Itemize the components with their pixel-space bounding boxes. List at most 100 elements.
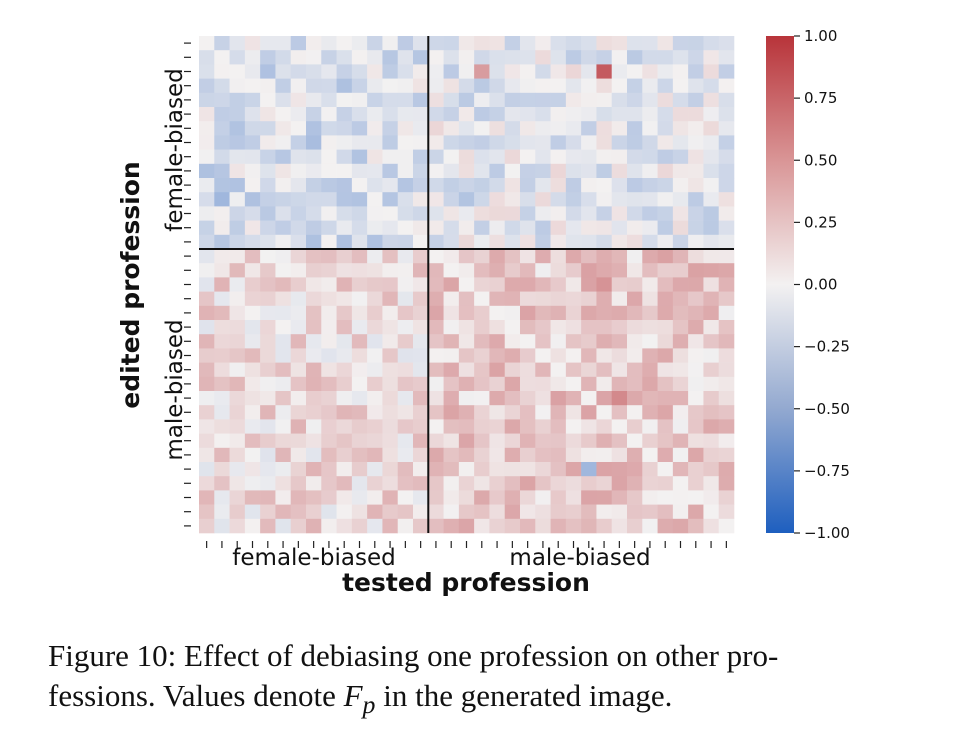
heatmap-cell [581,476,597,491]
heatmap-cell [672,419,689,434]
heatmap-cell [474,518,490,534]
heatmap-cell [397,263,414,278]
heatmap-cell [367,206,383,221]
heatmap-cell [229,178,246,193]
heatmap-cell [351,178,368,193]
heatmap-cell [351,376,368,392]
heatmap-cell [260,192,276,207]
heatmap-cell [672,149,689,165]
heatmap-cell [458,490,475,505]
heatmap-cell [397,291,414,307]
heatmap-cell [382,107,399,122]
heatmap-cell [290,504,307,520]
heatmap-cell [535,78,551,94]
heatmap-cell [520,419,536,434]
heatmap-cell [718,92,735,108]
heatmap-cell [397,149,414,165]
heatmap-cell [214,320,230,335]
heatmap-cell [458,178,475,193]
heatmap-cell [290,291,307,307]
heatmap-cell [397,220,414,236]
heatmap-cell [321,405,337,420]
caption-line2-start: fessions. Values denote [48,678,344,713]
heatmap-cell [413,263,429,278]
heatmap-cell [413,192,429,207]
heatmap-cell [290,405,307,420]
heatmap-cell [489,78,506,94]
heatmap-cell [581,447,597,463]
heatmap-cell [199,192,215,207]
heatmap-cell [688,462,704,477]
heatmap-cell [214,419,230,434]
heatmap-cell [581,50,597,65]
heatmap-cell [642,504,658,520]
heatmap-cell [199,249,215,264]
heatmap-cell [275,305,292,321]
heatmap-cell [336,36,353,51]
heatmap-cell [688,163,704,179]
heatmap-cell [688,220,704,236]
heatmap-cell [290,234,307,250]
heatmap-cell [397,419,414,434]
heatmap-cell [351,263,368,278]
heatmap-cell [718,362,735,378]
heatmap-cell [474,135,490,150]
heatmap-cell [214,234,230,250]
heatmap-cell [275,419,292,434]
heatmap-cell [351,135,368,150]
heatmap-cell [596,462,613,477]
heatmap-cell [474,362,490,378]
heatmap-cell [367,50,383,65]
heatmap-cell [489,476,506,491]
heatmap-cell [504,36,521,51]
heatmap-cell [474,36,490,51]
heatmap-cell [688,348,704,363]
heatmap-cell [382,163,399,179]
heatmap-cell [504,362,521,378]
heatmap-cell [627,291,643,307]
heatmap-cell [367,447,383,463]
heatmap-cell [596,234,613,250]
heatmap-cell [688,249,704,264]
heatmap-cell [535,291,551,307]
heatmap-cell [458,121,475,136]
heatmap-cell [458,64,475,79]
heatmap-cell [367,36,383,51]
heatmap-cell [688,291,704,307]
heatmap-cell [244,504,261,520]
heatmap-cell [214,391,230,406]
heatmap-cell [382,447,399,463]
heatmap-cell [596,391,613,406]
heatmap-cell [306,206,322,221]
heatmap-cell [581,121,597,136]
heatmap-cell [382,220,399,236]
heatmap-cell [565,220,582,236]
heatmap-cell [458,348,475,363]
heatmap-cell [596,376,613,392]
heatmap-cell [489,36,506,51]
heatmap-cell [214,192,230,207]
heatmap-cell [642,277,658,292]
heatmap-cell [642,192,658,207]
heatmap-cell [489,405,506,420]
heatmap-cell [596,447,613,463]
heatmap-cell [290,263,307,278]
heatmap-cell [672,50,689,65]
heatmap-cell [504,135,521,150]
heatmap-cell [199,121,215,136]
heatmap-cell [306,334,322,349]
heatmap-cell [336,405,353,420]
heatmap-cell [627,78,643,94]
heatmap-cell [275,362,292,378]
heatmap-cell [413,36,429,51]
heatmap-cell [688,234,704,250]
heatmap-cell [351,419,368,434]
heatmap-cell [611,334,628,349]
heatmap-cell [657,178,674,193]
heatmap-cell [351,433,368,449]
heatmap-cell [458,234,475,250]
heatmap-cell [260,64,276,79]
heatmap-cell [611,362,628,378]
heatmap-cell [489,376,506,392]
heatmap-cell [367,490,383,505]
